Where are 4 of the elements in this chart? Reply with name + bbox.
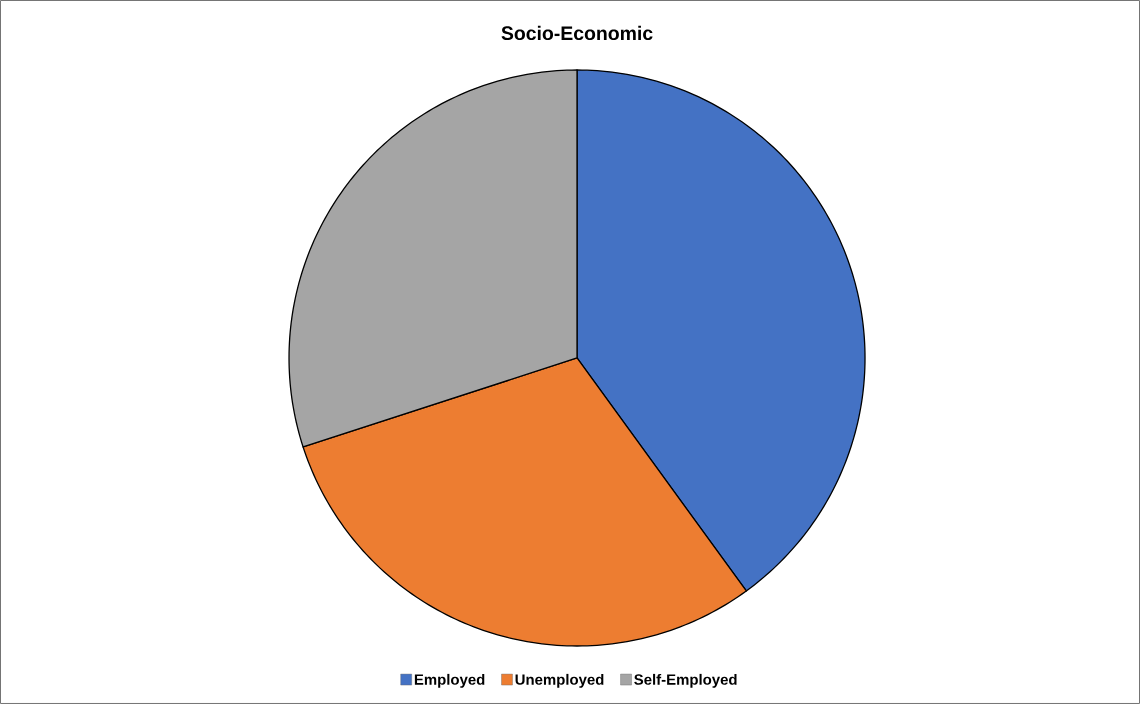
- chart-title: Socio-Economic: [501, 25, 653, 41]
- legend-label: Self-Employed: [634, 673, 737, 688]
- legend-label: Unemployed: [515, 673, 604, 688]
- legend-label: Employed: [414, 673, 485, 688]
